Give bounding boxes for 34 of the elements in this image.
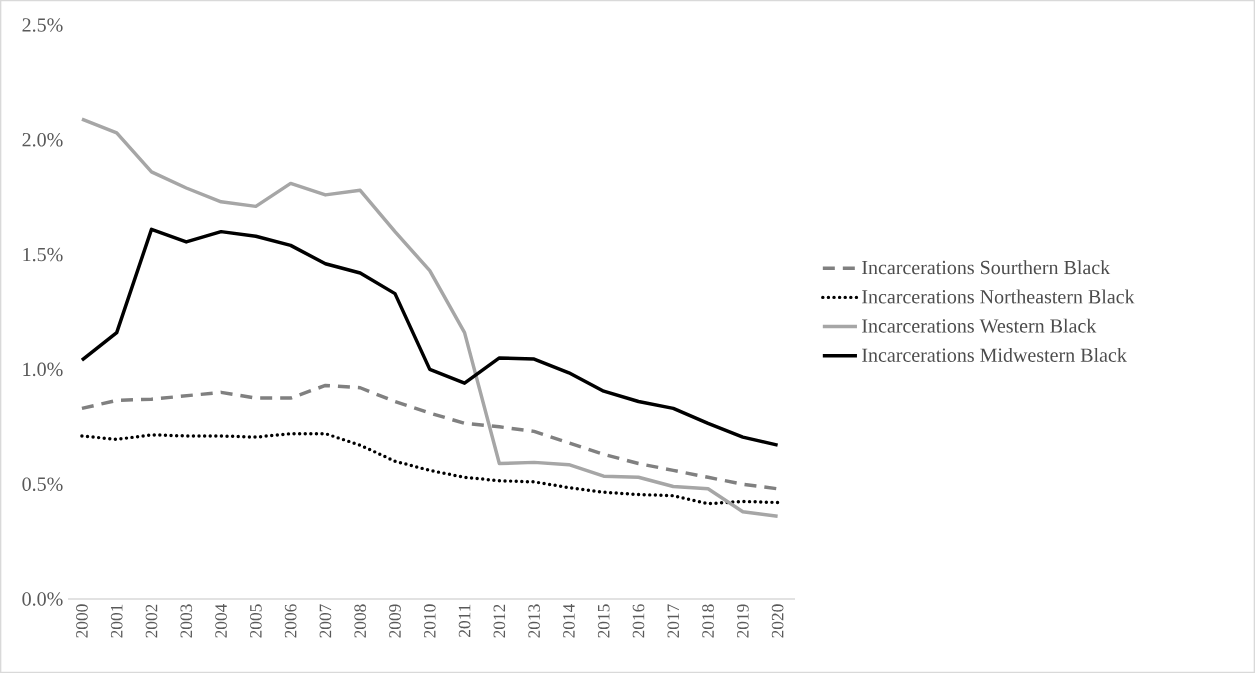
x-tick-label: 2000 — [76, 604, 88, 638]
y-tick-label: 2.5% — [22, 18, 63, 32]
x-tick-label: 2020 — [771, 604, 784, 638]
x-tick-label: 2007 — [319, 604, 332, 638]
x-tick-label: 2008 — [354, 604, 367, 638]
x-tick-label: 2010 — [423, 604, 436, 638]
y-tick-label: 1.0% — [23, 362, 63, 377]
x-tick-label: 2011 — [458, 604, 471, 637]
line-series — [80, 227, 780, 447]
x-tick-label: 2014 — [563, 603, 575, 638]
x-tick-label: 2015 — [597, 604, 610, 638]
line-series — [80, 431, 780, 506]
x-tick-label: 2006 — [284, 604, 297, 638]
x-tick-label: 2003 — [180, 604, 193, 638]
x-tick-label: 2017 — [667, 604, 680, 638]
x-tick-label: 2013 — [528, 604, 540, 638]
x-tick-label: 2009 — [389, 604, 401, 638]
x-tick-label: 2012 — [493, 604, 506, 638]
x-tick-label: 2016 — [632, 604, 645, 638]
legend-label: Incarcerations Northeastern Black — [862, 289, 1135, 304]
y-tick-label: 2.0% — [22, 133, 63, 147]
x-tick-label: 2018 — [702, 604, 714, 638]
x-tick-label: 2004 — [215, 603, 227, 638]
line-series — [80, 117, 780, 519]
y-tick-label: 0.0% — [22, 592, 63, 606]
y-tick-label: 0.5% — [22, 477, 63, 491]
x-tick-label: 2002 — [145, 604, 158, 638]
legend-label: Incarcerations Sourthern Black — [862, 260, 1111, 275]
x-tick-label: 2005 — [250, 604, 262, 638]
y-tick-label: 1.5% — [23, 247, 63, 262]
x-tick-label: 2019 — [736, 604, 749, 638]
x-tick-label: 2001 — [110, 604, 123, 638]
legend-label: Incarcerations Midwestern Black — [862, 347, 1127, 362]
legend-label: Incarcerations Western Black — [862, 318, 1097, 333]
